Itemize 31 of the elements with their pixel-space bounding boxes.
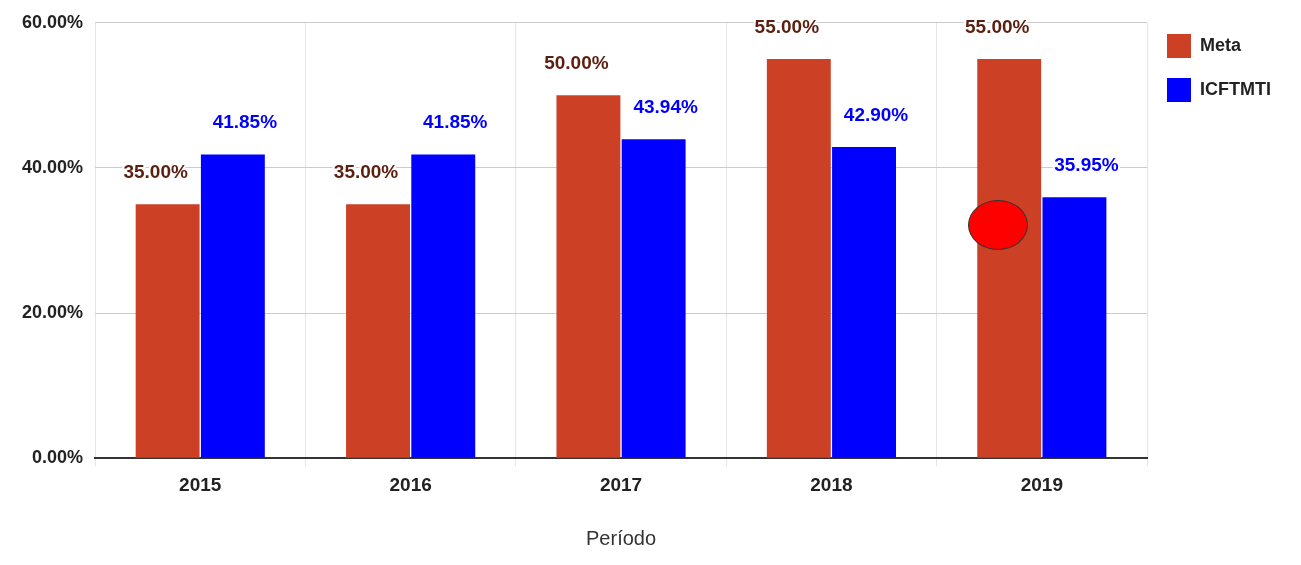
y-tick-label: 20.00% xyxy=(21,302,84,323)
bar xyxy=(556,95,621,458)
legend-label: Meta xyxy=(1200,34,1243,55)
y-tick-label: 0.00% xyxy=(32,447,84,468)
bar xyxy=(411,154,476,458)
data-label: 55.00% xyxy=(964,15,1030,37)
data-label: 35.00% xyxy=(333,160,399,182)
y-tick-label: 40.00% xyxy=(21,156,84,177)
x-tick-label: 2016 xyxy=(389,473,432,495)
legend-label: ICFTMTI xyxy=(1200,78,1271,99)
x-tick-label: 2018 xyxy=(810,473,853,495)
x-axis-title: Período xyxy=(586,526,657,549)
x-tick-label: 2017 xyxy=(599,473,643,495)
y-tick-label: 60.00% xyxy=(21,11,84,32)
data-label: 35.95% xyxy=(1054,154,1119,176)
bar xyxy=(832,146,896,458)
bar xyxy=(135,204,200,458)
data-label: 43.94% xyxy=(633,96,698,118)
x-tick-label: 2019 xyxy=(1020,473,1063,495)
data-label: 41.85% xyxy=(423,111,488,133)
data-label: 50.00% xyxy=(544,52,609,74)
bar xyxy=(766,59,831,458)
bar xyxy=(200,154,265,458)
bar xyxy=(1042,197,1107,458)
data-label: 55.00% xyxy=(754,15,820,37)
data-label: 42.90% xyxy=(843,103,909,125)
bar xyxy=(346,204,410,458)
data-label: 35.00% xyxy=(123,160,188,182)
data-label: 41.85% xyxy=(212,111,278,133)
x-tick-label: 2015 xyxy=(179,473,222,495)
bar xyxy=(621,139,686,458)
